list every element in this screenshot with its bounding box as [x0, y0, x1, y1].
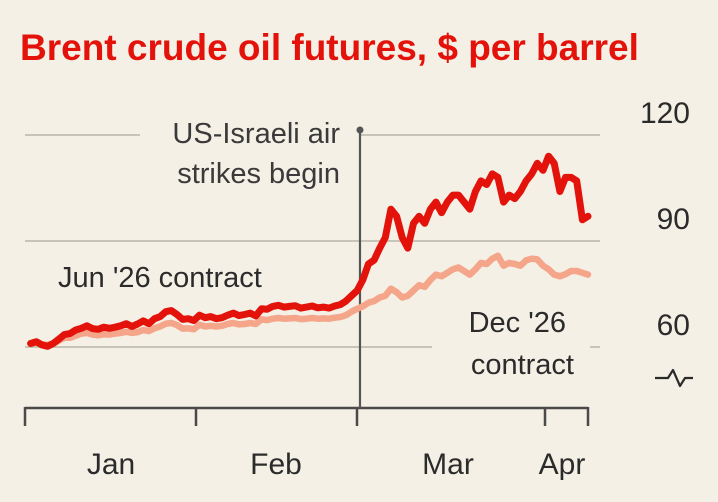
annotation-label-line2: strikes begin	[177, 158, 340, 190]
chart-title: Brent crude oil futures, $ per barrel	[20, 27, 639, 68]
y-tick-label-120: 120	[640, 97, 690, 130]
series-label-dec-26-line2: contract	[471, 349, 574, 381]
x-tick-label-mar: Mar	[422, 448, 474, 481]
axis-break-icon	[655, 368, 693, 388]
series-label-dec-26-line1: Dec '26	[469, 307, 566, 339]
series-label-jun-26: Jun '26 contract	[58, 262, 262, 294]
series-line-dec-26	[27, 252, 592, 349]
y-tick-label-90: 90	[657, 203, 690, 236]
series-line-jun-26	[27, 152, 592, 350]
x-tick-label-apr: Apr	[539, 448, 586, 481]
y-tick-label-60: 60	[657, 309, 690, 342]
annotation-label-line1: US-Israeli air	[172, 118, 340, 150]
annotation-marker	[356, 126, 364, 134]
x-tick-label-feb: Feb	[250, 448, 302, 481]
x-tick-label-jan: Jan	[87, 448, 135, 481]
